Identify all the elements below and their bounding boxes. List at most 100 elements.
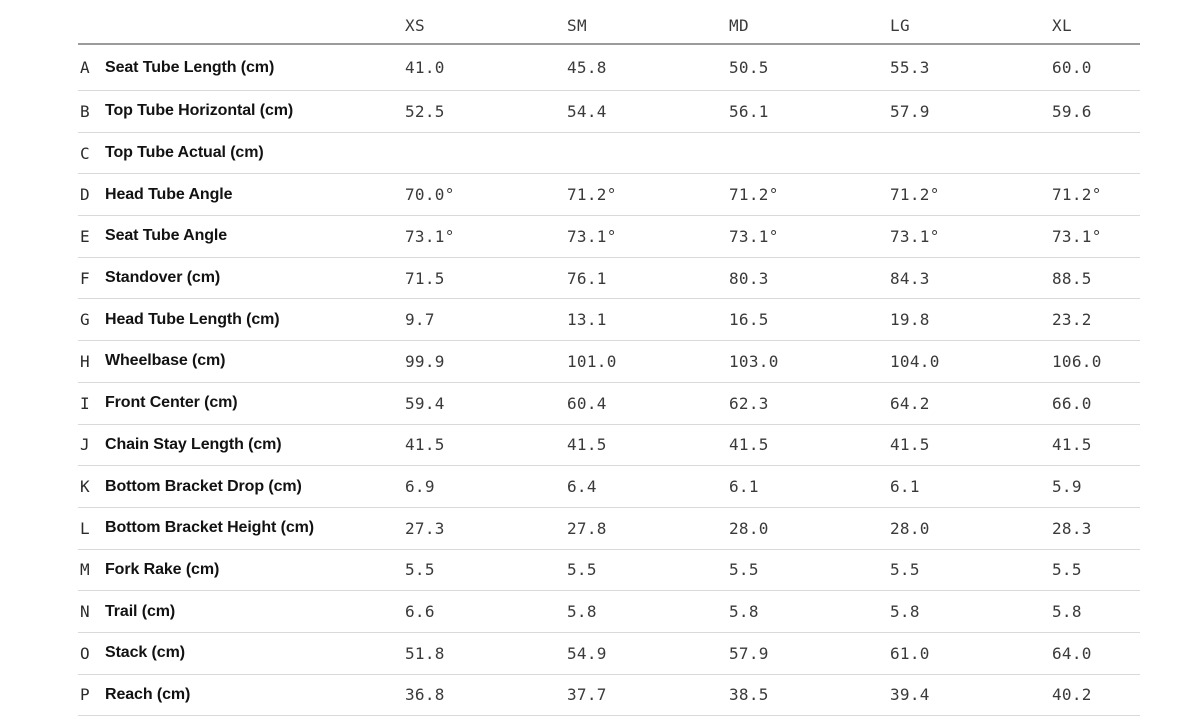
table-row: H Wheelbase (cm) 99.9 101.0 103.0 104.0 … — [78, 341, 1140, 383]
row-letter: K — [80, 477, 90, 497]
row-letter: E — [80, 226, 90, 246]
cell-value-md: 38.5 — [729, 685, 769, 705]
column-header-lg: LG — [890, 16, 911, 35]
cell-value-xl: 88.5 — [1052, 268, 1092, 288]
cell-value-lg: 104.0 — [890, 351, 940, 371]
row-label: Head Tube Angle — [105, 185, 233, 203]
row-label: Front Center (cm) — [105, 394, 238, 412]
table-row: A Seat Tube Length (cm) 41.0 45.8 50.5 5… — [78, 45, 1140, 91]
row-label: Trail (cm) — [105, 602, 176, 620]
cell-value-xl: 5.5 — [1052, 560, 1082, 580]
cell-value-xs: 71.5 — [405, 268, 445, 288]
cell-value-xs: 6.9 — [405, 477, 435, 497]
cell-value-md: 73.1° — [729, 226, 779, 246]
cell-value-xs: 73.1° — [405, 226, 455, 246]
cell-value-lg: 57.9 — [890, 101, 930, 121]
row-label: Stack (cm) — [105, 644, 185, 662]
cell-value-sm: 73.1° — [567, 226, 617, 246]
cell-value-md: 5.5 — [729, 560, 759, 580]
cell-value-xl: 41.5 — [1052, 435, 1092, 455]
cell-value-md: 103.0 — [729, 351, 779, 371]
cell-value-sm: 41.5 — [567, 435, 607, 455]
table-row: F Standover (cm) 71.5 76.1 80.3 84.3 88.… — [78, 258, 1140, 300]
table-row: M Fork Rake (cm) 5.5 5.5 5.5 5.5 5.5 — [78, 550, 1140, 592]
table-body: A Seat Tube Length (cm) 41.0 45.8 50.5 5… — [78, 45, 1140, 717]
cell-value-xs: 52.5 — [405, 101, 445, 121]
cell-value-lg: 39.4 — [890, 685, 930, 705]
table-header-row: XS SM MD LG XL — [78, 10, 1140, 45]
table-row: E Seat Tube Angle 73.1° 73.1° 73.1° 73.1… — [78, 216, 1140, 258]
cell-value-sm: 54.9 — [567, 643, 607, 663]
row-letter: J — [80, 435, 90, 455]
table-row: K Bottom Bracket Drop (cm) 6.9 6.4 6.1 6… — [78, 466, 1140, 508]
row-letter: G — [80, 310, 90, 330]
cell-value-sm: 13.1 — [567, 310, 607, 330]
cell-value-lg: 19.8 — [890, 310, 930, 330]
cell-value-md: 56.1 — [729, 101, 769, 121]
cell-value-lg: 5.8 — [890, 602, 920, 622]
table-row: O Stack (cm) 51.8 54.9 57.9 61.0 64.0 — [78, 633, 1140, 675]
row-letter: P — [80, 685, 90, 705]
cell-value-sm: 71.2° — [567, 185, 617, 205]
table-row: J Chain Stay Length (cm) 41.5 41.5 41.5 … — [78, 425, 1140, 467]
table-row: C Top Tube Actual (cm) — [78, 133, 1140, 175]
cell-value-xs: 51.8 — [405, 643, 445, 663]
table-row: L Bottom Bracket Height (cm) 27.3 27.8 2… — [78, 508, 1140, 550]
cell-value-lg: 6.1 — [890, 477, 920, 497]
cell-value-sm: 45.8 — [567, 58, 607, 77]
cell-value-md: 6.1 — [729, 477, 759, 497]
row-label: Seat Tube Length (cm) — [105, 58, 275, 76]
cell-value-sm: 27.8 — [567, 518, 607, 538]
cell-value-lg: 55.3 — [890, 58, 930, 77]
table-row: D Head Tube Angle 70.0° 71.2° 71.2° 71.2… — [78, 174, 1140, 217]
cell-value-md: 50.5 — [729, 58, 769, 77]
cell-value-md: 16.5 — [729, 310, 769, 330]
cell-value-xl: 73.1° — [1052, 226, 1102, 246]
cell-value-md: 5.8 — [729, 602, 759, 622]
row-label: Top Tube Horizontal (cm) — [105, 102, 294, 120]
cell-value-xs: 9.7 — [405, 310, 435, 330]
cell-value-sm: 5.8 — [567, 602, 597, 622]
row-letter: I — [80, 393, 90, 413]
cell-value-sm: 60.4 — [567, 393, 607, 413]
cell-value-xs: 99.9 — [405, 351, 445, 371]
cell-value-lg: 28.0 — [890, 518, 930, 538]
cell-value-lg: 84.3 — [890, 268, 930, 288]
cell-value-lg: 71.2° — [890, 185, 940, 205]
row-letter: B — [80, 101, 90, 121]
cell-value-xl: 106.0 — [1052, 351, 1102, 371]
row-letter: M — [80, 560, 90, 580]
row-label: Fork Rake (cm) — [105, 560, 220, 578]
cell-value-xl: 71.2° — [1052, 185, 1102, 205]
table-row: B Top Tube Horizontal (cm) 52.5 54.4 56.… — [78, 91, 1140, 133]
cell-value-xl: 64.0 — [1052, 643, 1092, 663]
row-letter: D — [80, 185, 90, 205]
cell-value-lg: 73.1° — [890, 226, 940, 246]
cell-value-xs: 59.4 — [405, 393, 445, 413]
row-label: Top Tube Actual (cm) — [105, 144, 264, 162]
cell-value-sm: 37.7 — [567, 685, 607, 705]
row-letter: O — [80, 643, 90, 663]
row-letter: F — [80, 268, 90, 288]
cell-value-sm: 76.1 — [567, 268, 607, 288]
row-label: Standover (cm) — [105, 269, 221, 287]
cell-value-xl: 28.3 — [1052, 518, 1092, 538]
cell-value-xl: 5.9 — [1052, 477, 1082, 497]
cell-value-xl: 5.8 — [1052, 602, 1082, 622]
row-letter: C — [80, 143, 90, 163]
column-header-xl: XL — [1052, 16, 1073, 35]
cell-value-xs: 70.0° — [405, 185, 455, 205]
cell-value-md: 28.0 — [729, 518, 769, 538]
cell-value-xl: 60.0 — [1052, 58, 1092, 77]
row-label: Bottom Bracket Drop (cm) — [105, 477, 302, 495]
cell-value-sm: 101.0 — [567, 351, 617, 371]
cell-value-xs: 5.5 — [405, 560, 435, 580]
table-row: G Head Tube Length (cm) 9.7 13.1 16.5 19… — [78, 299, 1140, 342]
column-header-md: MD — [729, 16, 750, 35]
geometry-table: XS SM MD LG XL A Seat Tube Length (cm) 4… — [78, 10, 1140, 717]
row-letter: N — [80, 602, 90, 622]
cell-value-md: 41.5 — [729, 435, 769, 455]
cell-value-xl: 40.2 — [1052, 685, 1092, 705]
cell-value-xl: 59.6 — [1052, 101, 1092, 121]
cell-value-xs: 6.6 — [405, 602, 435, 622]
